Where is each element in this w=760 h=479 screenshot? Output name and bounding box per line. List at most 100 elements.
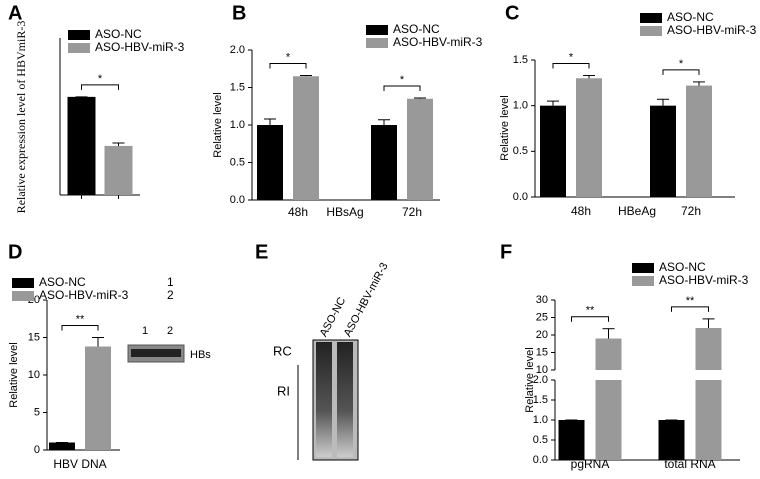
bar xyxy=(293,76,319,200)
bar xyxy=(49,442,75,450)
significance-label: ** xyxy=(686,295,695,307)
legend-label: ASO-HBV-miR-3 xyxy=(667,23,757,37)
panel-letter: C xyxy=(505,2,519,24)
bar xyxy=(686,85,712,197)
legend-swatch xyxy=(632,263,654,273)
legend-label: ASO-NC xyxy=(95,27,142,41)
legend-label: ASO-NC xyxy=(39,275,86,289)
bar xyxy=(67,96,96,195)
legend-swatch xyxy=(68,43,90,53)
y-tick-label: 1.5 xyxy=(230,81,245,93)
y-tick-label: 1.0 xyxy=(533,414,548,426)
bar xyxy=(595,380,622,460)
bar xyxy=(104,145,133,195)
panel-letter: B xyxy=(232,2,246,24)
legend-label: ASO-HBV-miR-3 xyxy=(659,273,749,287)
significance-label: * xyxy=(679,58,684,70)
x-tick-label: 48h xyxy=(571,204,591,218)
legend-number: 1 xyxy=(167,275,174,289)
blot-lane xyxy=(316,342,332,457)
legend-swatch xyxy=(640,13,662,23)
blot-label: RI xyxy=(277,383,290,398)
bar xyxy=(576,78,602,197)
x-tick-label: HBV DNA xyxy=(53,457,106,471)
y-tick-label: 20 xyxy=(536,329,548,341)
inset-label: HBs xyxy=(190,349,211,361)
lane-label: ASO-HBV-miR-3 xyxy=(342,261,391,339)
y-tick-label: 30 xyxy=(536,294,548,306)
y-tick-label: 1.5 xyxy=(513,54,528,66)
significance-bracket xyxy=(383,85,421,91)
significance-label: * xyxy=(98,73,103,85)
y-tick-label: 10 xyxy=(536,364,548,376)
legend-swatch xyxy=(640,26,662,36)
bar xyxy=(558,420,585,460)
panel-letter: E xyxy=(255,241,268,263)
x-tick-label: 72h xyxy=(681,204,701,218)
panel-letter: A xyxy=(8,2,22,24)
legend-label: ASO-NC xyxy=(659,260,706,274)
y-axis-label: Relative level xyxy=(212,92,224,157)
x-tick-label: total RNA xyxy=(664,457,715,471)
y-tick-label: 0 xyxy=(34,444,40,456)
legend-label: ASO-HBV-miR-3 xyxy=(95,40,185,54)
y-tick-label: 1.0 xyxy=(513,100,528,112)
significance-bracket xyxy=(552,63,590,69)
y-tick-label: 0.5 xyxy=(230,156,245,168)
blot-lane xyxy=(337,342,353,457)
y-axis-label: Relative expression level of HBVmiR-3 xyxy=(14,21,28,214)
y-tick-label: 5 xyxy=(34,406,40,418)
y-axis-label: Relative level xyxy=(499,95,511,160)
inset-lane-label: 1 xyxy=(142,325,148,337)
legend-label: ASO-HBV-miR-3 xyxy=(39,288,129,302)
x-tick-label: pgRNA xyxy=(571,457,610,471)
bar xyxy=(695,328,722,370)
legend-label: ASO-NC xyxy=(393,22,440,36)
blot-label: RC xyxy=(273,343,292,358)
legend-swatch xyxy=(68,30,90,40)
y-tick-label: 2.0 xyxy=(230,44,245,56)
significance-bracket xyxy=(81,84,119,90)
bar xyxy=(85,346,111,450)
significance-label: * xyxy=(286,51,291,63)
significance-label: ** xyxy=(76,313,85,325)
significance-bracket xyxy=(671,306,709,312)
panel-letter: D xyxy=(8,241,22,263)
y-tick-label: 10 xyxy=(28,369,40,381)
legend-swatch xyxy=(632,276,654,286)
significance-label: * xyxy=(569,51,574,63)
y-tick-label: 0.5 xyxy=(513,145,528,157)
y-tick-label: 1.0 xyxy=(230,119,245,131)
bar xyxy=(650,105,676,197)
legend-swatch xyxy=(366,38,388,48)
bar xyxy=(257,125,283,200)
legend-swatch xyxy=(366,25,388,35)
bar xyxy=(407,98,433,200)
legend-label: ASO-HBV-miR-3 xyxy=(393,35,483,49)
significance-label: * xyxy=(400,74,405,86)
bar xyxy=(658,420,685,460)
x-axis-label: HBeAg xyxy=(618,204,656,218)
bar xyxy=(371,125,397,200)
bar xyxy=(695,380,722,460)
x-tick-label: 48h xyxy=(288,205,308,219)
legend-swatch xyxy=(12,278,34,288)
significance-bracket xyxy=(61,325,99,331)
y-tick-label: 0.0 xyxy=(533,454,548,466)
x-axis-label: HBsAg xyxy=(326,205,363,219)
y-tick-label: 0.5 xyxy=(533,434,548,446)
inset-band xyxy=(131,349,181,357)
legend-swatch xyxy=(12,291,34,301)
y-tick-label: 0.0 xyxy=(513,191,528,203)
y-tick-label: 15 xyxy=(536,346,548,358)
y-axis-label: Relative level xyxy=(524,347,536,412)
y-tick-label: 1.5 xyxy=(533,394,548,406)
inset-lane-label: 2 xyxy=(167,325,173,337)
panel-letter: F xyxy=(500,241,512,263)
y-tick-label: 15 xyxy=(28,331,40,343)
significance-bracket xyxy=(269,63,307,69)
bar xyxy=(595,338,622,370)
y-tick-label: 2.0 xyxy=(533,374,548,386)
